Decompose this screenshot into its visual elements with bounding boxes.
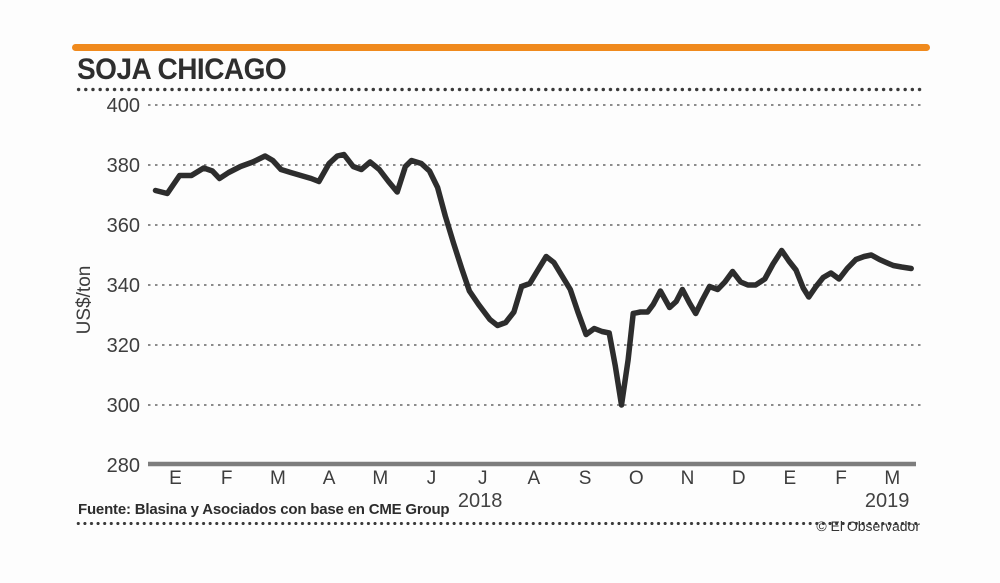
y-tick-label: 380 [107,155,140,177]
price-line [152,151,914,408]
month-tick-label: F [835,468,847,489]
month-tick-label: S [579,468,592,489]
month-tick-label: E [169,468,182,489]
month-tick-label: J [478,468,488,489]
y-tick-label: 340 [107,275,140,297]
month-tick-label: A [323,468,336,489]
source-note: Fuente: Blasina y Asociados con base en … [78,501,450,518]
year-label: 2019 [865,490,910,512]
month-tick-label: F [221,468,233,489]
y-tick-label: 300 [107,395,140,417]
y-tick-label: 320 [107,335,140,357]
month-tick-label: M [270,468,286,489]
y-axis-title: US$/ton [74,266,95,335]
month-tick-label: O [629,468,644,489]
month-tick-label: N [681,468,695,489]
publisher-credit: © El Observador [816,518,920,534]
month-tick-label: M [884,468,900,489]
y-tick-label: 400 [107,95,140,117]
month-tick-label: J [427,468,437,489]
month-tick-label: E [784,468,797,489]
month-tick-label: D [732,468,746,489]
month-tick-label: M [372,468,388,489]
title-divider [75,87,923,92]
footer-divider [75,521,920,526]
accent-bar [72,44,930,51]
chart-title: SOJA CHICAGO [77,53,287,86]
year-label: 2018 [458,490,503,512]
month-tick-label: A [528,468,541,489]
y-tick-label: 280 [107,455,140,477]
y-tick-label: 360 [107,215,140,237]
